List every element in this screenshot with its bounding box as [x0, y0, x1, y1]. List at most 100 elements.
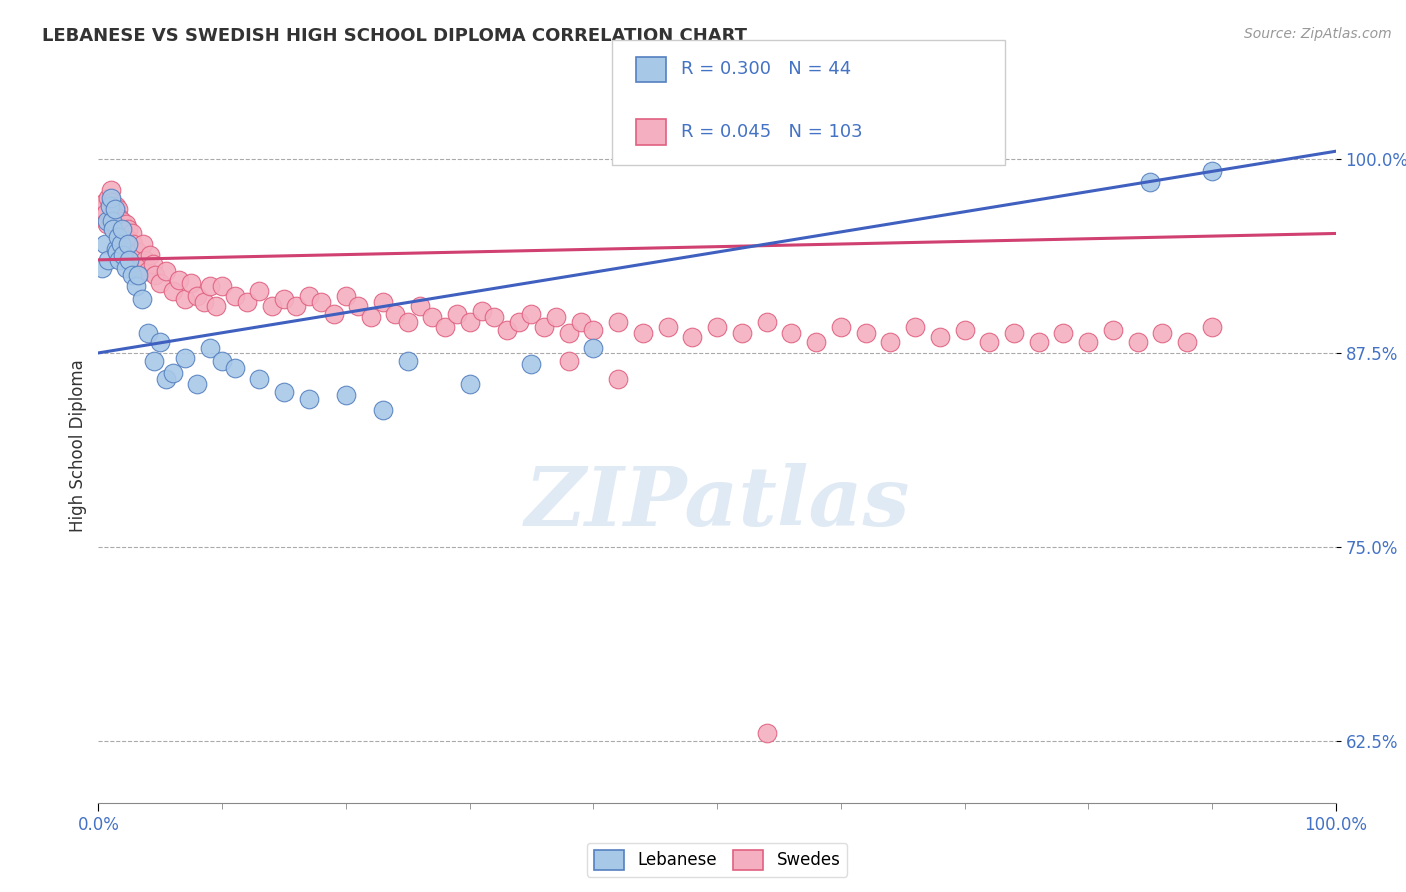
Point [273, 384, 295, 399]
Point [224, 288, 246, 302]
Point [124, 248, 146, 262]
Point [804, 334, 827, 349]
Point [127, 268, 149, 283]
Point [1077, 334, 1099, 349]
Point [155, 263, 177, 277]
Point [546, 310, 568, 325]
Point [100, 191, 122, 205]
Point [1201, 319, 1223, 334]
Point [322, 307, 344, 321]
Point [103, 202, 125, 216]
Point [458, 376, 481, 391]
Point [101, 214, 124, 228]
Point [127, 245, 149, 260]
Text: LEBANESE VS SWEDISH HIGH SCHOOL DIPLOMA CORRELATION CHART: LEBANESE VS SWEDISH HIGH SCHOOL DIPLOMA … [42, 27, 747, 45]
Point [96, 214, 118, 228]
Point [855, 326, 877, 340]
Text: R = 0.045   N = 103: R = 0.045 N = 103 [681, 123, 862, 141]
Point [607, 372, 630, 386]
Point [904, 319, 927, 334]
Point [384, 307, 406, 321]
Text: R = 0.300   N = 44: R = 0.300 N = 44 [681, 61, 851, 78]
Point [174, 292, 197, 306]
Point [830, 319, 852, 334]
Point [96, 217, 118, 231]
Point [755, 315, 778, 329]
Point [149, 276, 172, 290]
Point [162, 366, 184, 380]
Point [129, 260, 152, 275]
Point [115, 245, 138, 260]
Point [1201, 164, 1223, 178]
Point [111, 214, 134, 228]
Point [111, 222, 134, 236]
Point [107, 229, 129, 244]
Point [495, 323, 517, 337]
Point [122, 237, 145, 252]
Point [508, 315, 530, 329]
Point [260, 299, 283, 313]
Point [155, 372, 177, 386]
Point [118, 252, 141, 267]
Point [582, 323, 605, 337]
Point [520, 307, 543, 321]
Point [285, 299, 308, 313]
Point [1102, 323, 1125, 337]
Point [186, 288, 208, 302]
Point [105, 245, 128, 260]
Point [471, 304, 494, 318]
Point [180, 276, 202, 290]
Point [100, 183, 122, 197]
Point [879, 334, 901, 349]
Point [657, 319, 679, 334]
Point [298, 288, 321, 302]
Point [142, 258, 165, 272]
Point [247, 372, 270, 386]
Point [94, 206, 117, 220]
Text: ZIPatlas: ZIPatlas [524, 463, 910, 543]
Point [139, 248, 162, 262]
Point [953, 323, 976, 337]
Point [569, 315, 592, 329]
Point [91, 260, 114, 275]
Point [1126, 334, 1149, 349]
Point [371, 294, 394, 309]
Point [224, 361, 246, 376]
Point [124, 279, 146, 293]
Point [118, 233, 141, 247]
Point [396, 353, 419, 368]
Point [433, 319, 456, 334]
Point [1028, 334, 1050, 349]
Point [131, 292, 153, 306]
Point [422, 310, 444, 325]
Point [110, 237, 132, 252]
Point [112, 227, 135, 241]
Point [107, 202, 129, 216]
Point [149, 334, 172, 349]
Point [174, 351, 197, 365]
Point [347, 299, 370, 313]
Point [98, 198, 121, 212]
Point [103, 206, 125, 220]
Point [396, 315, 419, 329]
Point [117, 237, 139, 252]
Point [780, 326, 803, 340]
Point [1152, 326, 1174, 340]
Point [198, 341, 221, 355]
Point [104, 242, 127, 256]
Point [193, 294, 215, 309]
Point [105, 222, 128, 236]
Point [335, 288, 357, 302]
Point [143, 268, 166, 283]
Point [167, 273, 190, 287]
Point [91, 202, 114, 216]
Point [93, 237, 115, 252]
Point [631, 326, 654, 340]
Point [446, 307, 468, 321]
Point [409, 299, 432, 313]
Point [706, 319, 728, 334]
Point [557, 353, 579, 368]
Point [132, 237, 155, 252]
Point [309, 294, 332, 309]
Point [557, 326, 579, 340]
